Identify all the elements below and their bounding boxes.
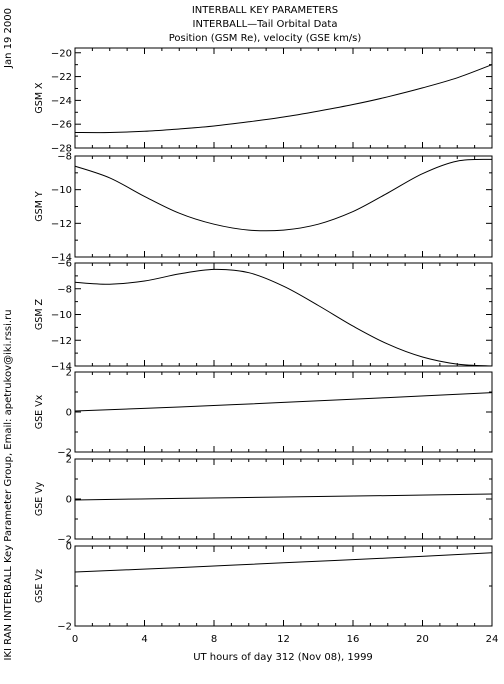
x-tick-label: 12 — [277, 634, 290, 645]
x-tick-label: 8 — [211, 634, 217, 645]
gsm-x-ytick-label: −22 — [51, 72, 72, 83]
x-axis-label: UT hours of day 312 (Nov 08), 1999 — [193, 652, 373, 663]
x-tick-label: 20 — [416, 634, 429, 645]
gsm-y-y-axis-label: GSM Y — [34, 191, 45, 222]
gsm-x-ytick-label: −24 — [51, 96, 72, 107]
gsm-z-ytick-label: −6 — [57, 259, 72, 270]
header-line-1: INTERBALL KEY PARAMETERS — [192, 5, 338, 16]
gsm-x-ytick-label: −26 — [51, 120, 72, 131]
header-line-2: INTERBALL—Tail Orbital Data — [193, 19, 338, 30]
gsm-x-ytick-label: −20 — [51, 48, 72, 59]
gsm-x-frame — [74, 47, 493, 149]
x-tick-label: 4 — [141, 634, 147, 645]
x-tick-label: 24 — [486, 634, 499, 645]
gse-vz-frame — [74, 545, 493, 627]
gse-vx-series-line — [74, 392, 493, 412]
gse-vz-series-line — [74, 552, 493, 573]
gsm-z-ytick-label: −12 — [51, 336, 72, 347]
header-line-3: Position (GSM Re), velocity (GSE km/s) — [169, 33, 362, 44]
gsm-y-ytick-label: −8 — [57, 152, 72, 163]
gse-vy-ytick-label: −2 — [57, 535, 72, 546]
gsm-z-ytick-label: −8 — [57, 284, 72, 295]
gsm-x-series-line — [74, 64, 493, 134]
gse-vy-ytick-label: 2 — [66, 455, 72, 466]
gse-vx-ytick-label: 0 — [66, 408, 72, 419]
gse-vz-y-axis-label: GSE Vz — [34, 569, 45, 603]
gse-vz-ytick-label: 0 — [66, 542, 72, 553]
gsm-y-ytick-label: −14 — [51, 253, 72, 264]
gsm-z-ytick-label: −14 — [51, 362, 72, 373]
gse-vx-ytick-label: −2 — [57, 448, 72, 459]
gsm-z-y-axis-label: GSM Z — [34, 298, 45, 330]
side-date-label: Jan 19 2000 — [3, 8, 14, 69]
x-tick-label: 0 — [72, 634, 78, 645]
gse-vy-ytick-label: 0 — [66, 495, 72, 506]
gse-vx-ytick-label: 2 — [66, 368, 72, 379]
gsm-x-ytick-label: −28 — [51, 144, 72, 155]
gsm-z-series-line — [74, 268, 493, 367]
gse-vx-y-axis-label: GSE Vx — [34, 394, 45, 429]
gsm-z-frame — [74, 262, 493, 367]
gse-vy-series-line — [74, 493, 493, 501]
gsm-y-frame — [74, 155, 493, 258]
gsm-x-y-axis-label: GSM X — [34, 82, 45, 114]
gsm-z-ytick-label: −10 — [51, 310, 72, 321]
gse-vx-frame — [74, 371, 493, 453]
gsm-y-series-line — [74, 158, 493, 232]
x-tick-label: 16 — [347, 634, 360, 645]
gsm-y-ytick-label: −12 — [51, 219, 72, 230]
side-credit-label: IKI RAN INTERBALL Key Parameter Group, E… — [3, 309, 14, 660]
gse-vz-ytick-label: −2 — [57, 622, 72, 633]
gsm-y-ytick-label: −10 — [51, 185, 72, 196]
gse-vy-y-axis-label: GSE Vy — [34, 481, 45, 516]
